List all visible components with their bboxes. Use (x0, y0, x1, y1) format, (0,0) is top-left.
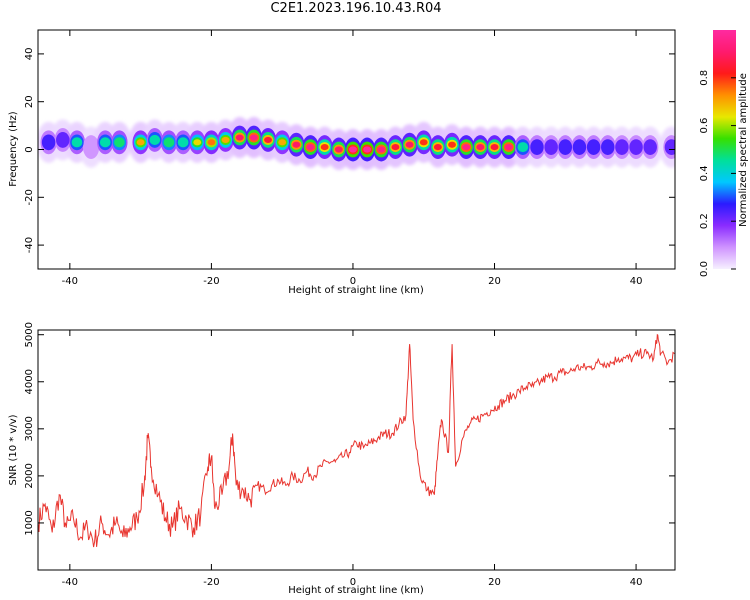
colorbar-tick-label: 0.8 (699, 70, 710, 86)
colorbar (713, 30, 736, 269)
colorbar-label: Normalized spectral amplitude (738, 73, 749, 227)
heatmap-ridge-cell (664, 139, 675, 155)
colorbar-tick-label: 0.4 (699, 165, 710, 181)
heatmap-x-axis-label: Height of straight line (km) (288, 285, 424, 296)
heatmap-ridge-cell (193, 139, 202, 146)
heatmap-ridge-cell (82, 135, 100, 160)
heatmap-ridge-cell (405, 141, 414, 148)
heatmap-ridge-cell (517, 142, 529, 153)
heatmap-ridge-cell (476, 144, 485, 151)
heatmap-ridge-cell (163, 137, 175, 148)
snr-y-tick-label: 5000 (24, 322, 35, 347)
heatmap-y-axis-label: Frequency (Hz) (8, 111, 19, 187)
heatmap-ridge-cell (434, 144, 442, 151)
page-title: C2E1.2023.196.10.43.R04 (270, 1, 442, 16)
heatmap-chart: -40 -20 0 20 40 40 20 0 -20 -40 Height of straigh… (8, 29, 749, 296)
heatmap-ridge-cell (349, 146, 357, 153)
snr-x-tick-label: -40 (62, 577, 78, 588)
heatmap-ridge-cell (177, 137, 189, 148)
heatmap-ridge-cell (264, 136, 272, 144)
colorbar-tick-label: 0.6 (699, 118, 710, 134)
heatmap-y-tick-label: 40 (24, 48, 35, 61)
heatmap-ridge-cell (320, 144, 329, 151)
snr-y-axis-label: SNR (10 * v/v) (8, 414, 19, 485)
heatmap-ridge-cell (99, 137, 111, 148)
colorbar-tick-label: 0.2 (699, 213, 710, 229)
heatmap-ridge-cell (221, 136, 230, 144)
heatmap-ridge-cell (391, 144, 400, 151)
heatmap-ridge-cell (136, 139, 145, 146)
snr-y-tick-label: 1000 (24, 510, 35, 535)
heatmap-ridge-cell (114, 137, 125, 148)
heatmap-ridge-cell (207, 139, 216, 146)
heatmap-ridge-cell (292, 141, 301, 148)
heatmap-ridge-cell (306, 144, 315, 151)
heatmap-y-tick-label: -20 (24, 189, 35, 205)
heatmap-x-tick-label: -40 (62, 276, 78, 287)
heatmap-ridge-cell (615, 139, 629, 155)
colorbar-tick-label: 0.0 (699, 261, 710, 277)
heatmap-y-tick-label: 0 (24, 146, 35, 152)
snr-line-chart: -40 -20 0 20 40 5000 4000 3000 2000 1000 Height o… (8, 322, 676, 596)
snr-frame (37, 329, 676, 571)
heatmap-ridge-cell (629, 139, 643, 155)
heatmap-ridge-cell (544, 139, 558, 155)
heatmap-ridge-cell (363, 146, 372, 153)
heatmap-x-tick-label: 20 (488, 276, 501, 287)
heatmap-ridge-cell (601, 139, 615, 155)
heatmap-ridge-cell (462, 144, 471, 151)
heatmap-ridge-cell (419, 139, 428, 146)
heatmap-ridge-cell (504, 144, 513, 151)
heatmap-x-tick-label: -20 (203, 276, 219, 287)
heatmap-ridge-cell (56, 132, 70, 148)
heatmap-ridge-cell (249, 134, 258, 141)
heatmap-x-tick-label: 0 (350, 276, 356, 287)
heatmap-ridge-cell (377, 146, 386, 153)
snr-y-tick-label: 4000 (24, 369, 35, 394)
snr-series-line (38, 333, 675, 548)
heatmap-x-tick-label: 40 (630, 276, 643, 287)
heatmap-ridge-cell (334, 146, 343, 153)
snr-x-tick-label: 0 (350, 577, 356, 588)
heatmap-ridge-cell (572, 139, 587, 155)
snr-x-tick-label: 40 (630, 577, 643, 588)
heatmap-ridge-cell (643, 139, 657, 155)
heatmap-ridge-cell (235, 134, 244, 141)
snr-x-axis-label: Height of straight line (km) (288, 585, 424, 596)
heatmap-y-tick-label: -40 (24, 237, 35, 253)
heatmap-ridge-cell (149, 134, 161, 145)
heatmap-ridge-cell (71, 137, 83, 148)
heatmap-ridge-cell (530, 139, 544, 155)
heatmap-ridge-cell (448, 141, 456, 148)
snr-x-tick-label: -20 (203, 577, 219, 588)
heatmap-ridge-cell (278, 139, 287, 146)
heatmap-ridge-cell (586, 139, 601, 155)
snr-x-tick-label: 20 (488, 577, 501, 588)
snr-y-tick-label: 3000 (24, 416, 35, 441)
heatmap-ridge-cell (490, 144, 499, 151)
heatmap-ridge-cell (558, 139, 573, 155)
heatmap-y-tick-label: 20 (24, 95, 35, 108)
heatmap-ridge-cell (41, 134, 56, 151)
snr-y-tick-label: 2000 (24, 463, 35, 488)
